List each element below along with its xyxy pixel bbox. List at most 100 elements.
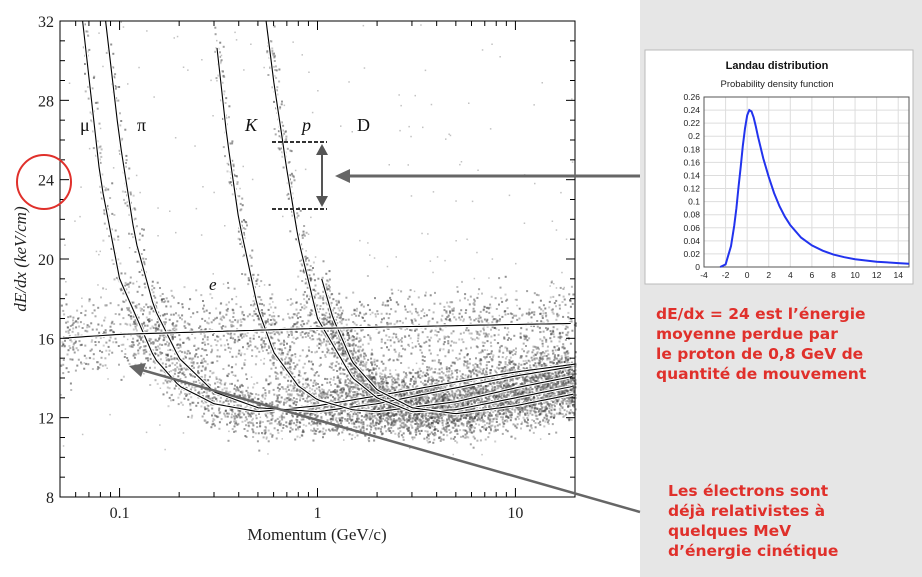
scatter-point [148, 353, 151, 356]
scatter-point [434, 386, 437, 389]
scatter-point [308, 274, 311, 277]
scatter-point [264, 429, 267, 432]
scatter-point [430, 380, 433, 383]
scatter-point [473, 372, 476, 375]
scatter-point [395, 378, 398, 381]
scatter-point [399, 430, 402, 433]
scatter-point [529, 366, 532, 369]
scatter-point [308, 360, 310, 363]
scatter-point [564, 370, 567, 372]
scatter-point [283, 339, 285, 342]
scatter-point [462, 403, 465, 406]
scatter-point [420, 396, 423, 399]
scatter-point [244, 419, 247, 422]
scatter-point [558, 340, 561, 343]
scatter-point [315, 407, 318, 410]
scatter-point [524, 359, 527, 362]
scatter-point [359, 373, 362, 375]
scatter-point [484, 388, 487, 391]
scatter-point [244, 395, 247, 398]
scatter-point [456, 394, 459, 396]
scatter-point [443, 413, 446, 416]
scatter-point [405, 374, 408, 377]
scatter-point [389, 389, 392, 392]
scatter-point [254, 408, 257, 411]
scatter-point [93, 75, 96, 78]
scatter-point [430, 378, 433, 381]
scatter-point [264, 336, 267, 339]
scatter-point [381, 376, 384, 378]
scatter-point [213, 424, 216, 427]
scatter-point [379, 417, 382, 420]
scatter-point [447, 403, 450, 406]
scatter-point [525, 405, 528, 408]
scatter-point [480, 390, 483, 393]
scatter-point [221, 388, 224, 391]
scatter-point [370, 428, 372, 431]
scatter-point [482, 369, 484, 372]
scatter-point [192, 361, 195, 364]
scatter-point [534, 384, 537, 387]
scatter-point [491, 365, 494, 368]
scatter-point [293, 382, 296, 385]
scatter-point [402, 379, 405, 382]
scatter-point [442, 428, 445, 430]
scatter-point [529, 364, 532, 367]
scatter-point [161, 369, 164, 372]
scatter-point [251, 249, 254, 252]
scatter-point [303, 234, 306, 237]
scatter-point [489, 371, 492, 374]
scatter-point [236, 183, 239, 185]
scatter-point [511, 379, 514, 382]
scatter-point [466, 394, 469, 397]
scatter-point [527, 376, 530, 379]
scatter-point [269, 402, 272, 405]
scatter-point [249, 406, 252, 409]
scatter-point [454, 369, 457, 372]
scatter-point [273, 60, 276, 62]
scatter-point [391, 383, 394, 386]
scatter-point [522, 377, 525, 380]
scatter-point [237, 389, 240, 392]
scatter-point [239, 416, 242, 419]
scatter-point [356, 374, 359, 377]
scatter-point [220, 379, 223, 382]
scatter-point [363, 416, 366, 419]
scatter-point [517, 392, 520, 395]
scatter-point [172, 375, 175, 378]
scatter-point [320, 392, 323, 395]
scatter-point [390, 431, 393, 434]
scatter-point [396, 381, 399, 384]
scatter-point [340, 410, 343, 413]
scatter-point [473, 367, 476, 370]
scatter-point [286, 353, 289, 356]
scatter-point [289, 423, 292, 426]
scatter-point [205, 395, 208, 398]
scatter-point [323, 406, 326, 409]
scatter-point [268, 390, 271, 392]
scatter-point [505, 374, 508, 377]
scatter-point [128, 309, 131, 312]
scatter-point [415, 389, 418, 392]
scatter-point [397, 432, 400, 435]
scatter-point [322, 332, 325, 335]
scatter-point [204, 368, 207, 371]
scatter-point [414, 397, 417, 400]
scatter-point [313, 432, 316, 435]
scatter-point [350, 403, 353, 406]
scatter-point [114, 87, 117, 90]
scatter-point [342, 409, 345, 412]
scatter-point [526, 388, 529, 391]
scatter-point [340, 420, 343, 423]
scatter-point [517, 412, 520, 415]
scatter-point [309, 414, 312, 417]
scatter-point [324, 354, 327, 357]
scatter-point [129, 191, 132, 194]
scatter-point [177, 343, 179, 346]
scatter-point [456, 405, 459, 408]
scatter-point [284, 347, 287, 350]
scatter-point [358, 402, 361, 405]
scatter-point [346, 412, 349, 415]
scatter-point [325, 319, 328, 322]
scatter-point [247, 421, 250, 424]
